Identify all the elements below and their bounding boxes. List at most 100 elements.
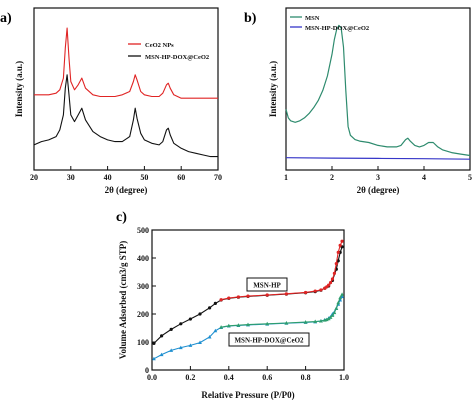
y-tick-label: 300 xyxy=(137,282,149,291)
data-point xyxy=(188,317,192,321)
x-tick-label: 30 xyxy=(67,173,75,182)
data-point xyxy=(326,316,331,321)
x-axis-label-a: 2θ (degree) xyxy=(105,185,148,195)
y-tick-label: 400 xyxy=(137,254,149,263)
data-point xyxy=(332,310,337,315)
annotation-box-msn-hp xyxy=(246,277,288,292)
xrd-wide-angle-chart: 20 30 40 50 60 70 2θ (degree) Intensity (a.u.… xyxy=(14,7,222,195)
x-tick-label: 50 xyxy=(140,173,148,182)
bet-isotherm-chart: 0.0 0.2 0.4 0.6 0.8 1.0 0 100 200 300 400 500 Rela… xyxy=(118,226,349,400)
series-line-b-0 xyxy=(285,24,471,157)
plot-frame-c xyxy=(151,229,345,371)
x-tick-label: 3 xyxy=(376,173,380,182)
panel-label-c: c) xyxy=(116,210,127,225)
data-point xyxy=(198,340,202,345)
data-point xyxy=(336,300,341,305)
x-tick-label: 0.0 xyxy=(147,373,157,382)
x-axis-label-c: Relative Pressure (P/P0) xyxy=(201,390,294,400)
annotation-text-msn-hp-dox-ceo2: MSN-HP-DOX@CeO2 xyxy=(234,337,304,345)
data-point xyxy=(226,323,231,328)
legend-label-msn-hp-dox-ceo2: MSN-HP-DOX@CeO2 xyxy=(145,54,209,61)
annotation-msn-hp-dox-ceo2: MSN-HP-DOX@CeO2 xyxy=(228,332,310,347)
legend-b: MSN MSN-HP-DOX@CeO2 xyxy=(290,15,369,32)
data-point xyxy=(284,320,289,325)
series-b xyxy=(285,24,471,160)
data-point xyxy=(178,345,183,350)
data-point xyxy=(213,301,217,305)
series-line-c-3 xyxy=(221,294,343,328)
data-point xyxy=(179,322,183,326)
data-point xyxy=(330,313,335,317)
y-tick-label: 100 xyxy=(137,338,149,347)
x-tick-label: 0.6 xyxy=(262,373,272,382)
series-line-b-1 xyxy=(285,157,471,160)
annotation-text-msn-hp: MSN-HP xyxy=(253,282,281,290)
x-ticks-c: 0.0 0.2 0.4 0.6 0.8 1.0 xyxy=(147,366,349,382)
y-axis-label-b: Intensity (a.u.) xyxy=(268,61,278,117)
series-a xyxy=(33,27,218,158)
data-point xyxy=(322,318,327,322)
series-c xyxy=(152,239,344,361)
data-point xyxy=(319,319,323,323)
data-point xyxy=(265,293,269,297)
series-line-c-2 xyxy=(153,296,343,360)
data-point xyxy=(340,294,344,299)
x-tick-label: 1.0 xyxy=(339,373,349,382)
data-point xyxy=(313,289,317,293)
data-point xyxy=(227,296,231,300)
data-point xyxy=(219,298,223,302)
data-point xyxy=(169,327,173,331)
x-tick-label: 60 xyxy=(177,173,185,182)
data-point xyxy=(330,277,335,281)
data-point xyxy=(328,281,333,285)
legend-label-msn: MSN xyxy=(305,15,320,22)
data-point xyxy=(332,271,336,275)
data-point xyxy=(304,290,308,295)
data-point xyxy=(340,292,344,296)
x-tick-label: 0.8 xyxy=(301,373,311,382)
panel-label-b: b) xyxy=(244,11,257,26)
data-point xyxy=(340,239,344,243)
data-point xyxy=(334,306,339,310)
data-point xyxy=(334,262,338,266)
panel-label-a: a) xyxy=(0,11,12,26)
x-tick-label: 40 xyxy=(104,173,112,182)
annotation-msn-hp: MSN-HP xyxy=(246,277,288,292)
data-point xyxy=(284,292,288,296)
data-point xyxy=(219,325,224,329)
x-ticks-b: 1 2 3 4 5 xyxy=(284,166,472,182)
legend-label-msn-hp-dox-ceo2-b: MSN-HP-DOX@CeO2 xyxy=(305,25,369,32)
y-axis-label-a: Intensity (a.u.) xyxy=(14,61,24,117)
y-tick-label: 0 xyxy=(145,366,149,375)
data-point xyxy=(303,320,308,324)
data-point xyxy=(336,250,340,254)
annotation-box-msn-hp-dox-ceo2 xyxy=(228,332,310,347)
data-point xyxy=(236,323,241,327)
x-tick-label: 0.2 xyxy=(185,373,195,382)
plot-frame-a xyxy=(33,7,219,171)
data-point xyxy=(236,295,240,299)
data-point xyxy=(208,306,212,310)
x-tick-label: 1 xyxy=(284,173,288,182)
series-line-a-0 xyxy=(34,27,218,99)
y-tick-label: 500 xyxy=(137,226,149,235)
data-point xyxy=(319,288,323,292)
legend-label-ceo2: CeO2 NPs xyxy=(145,42,174,49)
data-point xyxy=(160,334,164,338)
data-point xyxy=(213,328,218,333)
x-axis-label-b: 2θ (degree) xyxy=(357,185,400,195)
y-tick-label: 200 xyxy=(137,310,149,319)
xrd-low-angle-chart: 1 2 3 4 5 2θ (degree) Intensity (a.u.) MSN M… xyxy=(268,7,472,195)
data-point xyxy=(323,286,327,290)
data-point xyxy=(152,356,156,361)
data-point xyxy=(188,343,193,347)
y-axis-label-c: Volume Adsorbed (cm3/g STP) xyxy=(118,241,128,359)
data-point xyxy=(328,315,333,319)
x-tick-label: 20 xyxy=(30,173,38,182)
data-point xyxy=(152,341,156,345)
series-line-a-1 xyxy=(33,74,218,158)
x-tick-label: 70 xyxy=(214,173,222,182)
x-tick-label: 2 xyxy=(330,173,334,182)
legend-a: CeO2 NPs MSN-HP-DOX@CeO2 xyxy=(128,42,209,61)
